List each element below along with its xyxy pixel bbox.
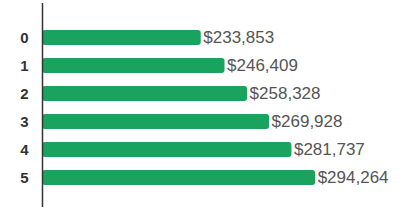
svg-text:$294,264: $294,264 xyxy=(318,168,389,187)
svg-text:$246,409: $246,409 xyxy=(227,56,298,75)
svg-text:5: 5 xyxy=(20,169,28,186)
svg-text:$281,737: $281,737 xyxy=(294,140,365,159)
svg-text:0: 0 xyxy=(20,29,28,46)
svg-text:2: 2 xyxy=(20,85,28,102)
svg-text:$258,328: $258,328 xyxy=(250,84,321,103)
svg-text:$269,928: $269,928 xyxy=(272,112,343,131)
svg-text:$233,853: $233,853 xyxy=(203,28,274,47)
svg-text:3: 3 xyxy=(20,113,28,130)
svg-text:4: 4 xyxy=(20,141,29,158)
svg-text:1: 1 xyxy=(20,57,28,74)
